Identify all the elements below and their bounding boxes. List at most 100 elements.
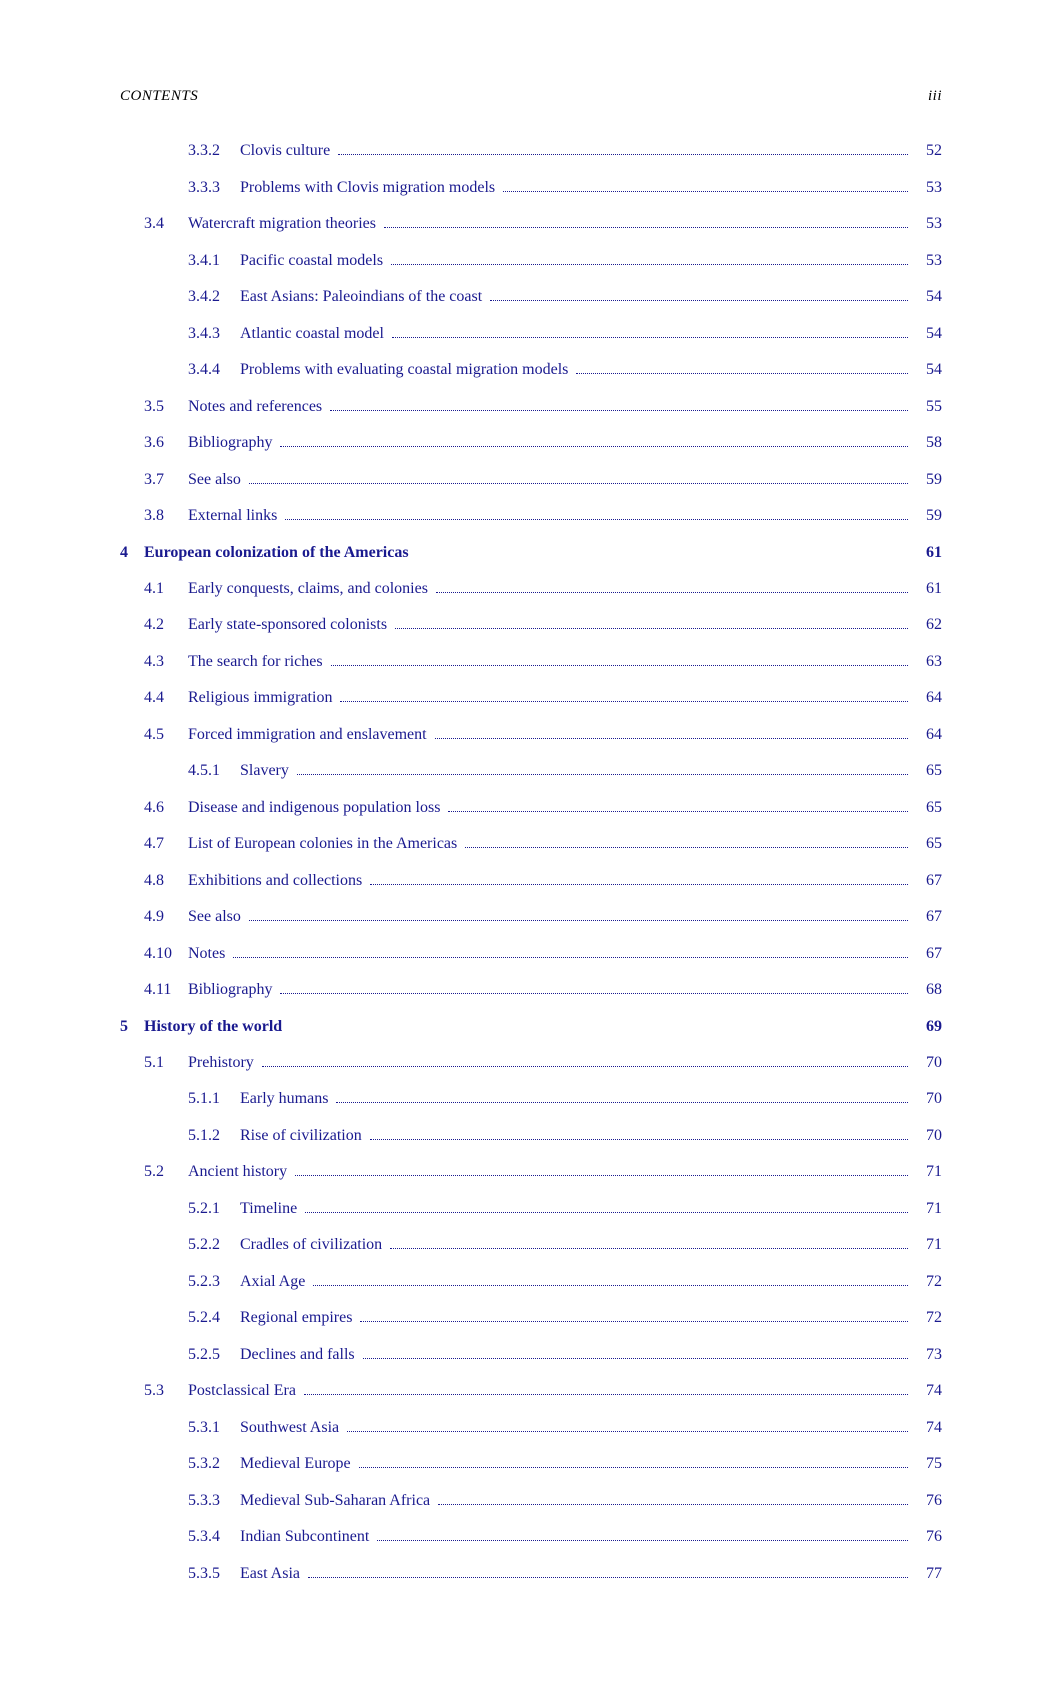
toc-leader-dots (249, 483, 908, 484)
toc-leader-dots (280, 993, 908, 994)
toc-entry[interactable]: 3.4.4Problems with evaluating coastal mi… (120, 362, 942, 378)
toc-entry[interactable]: 5.2.3Axial Age72 (120, 1274, 942, 1290)
page-number: 54 (914, 362, 942, 378)
section-number: 5.3 (144, 1383, 188, 1399)
page-number: 64 (914, 727, 942, 743)
toc-entry[interactable]: 3.6Bibliography58 (120, 435, 942, 451)
section-number: 4.7 (144, 836, 188, 852)
toc-entry[interactable]: 4.11Bibliography68 (120, 982, 942, 998)
toc-entry[interactable]: 3.7See also59 (120, 472, 942, 488)
toc-leader-dots (340, 701, 908, 702)
toc-entry[interactable]: 4.8Exhibitions and collections67 (120, 873, 942, 889)
section-number: 4.1 (144, 581, 188, 597)
page-number: 77 (914, 1566, 942, 1582)
toc-entry[interactable]: 5.2.2Cradles of civilization71 (120, 1237, 942, 1253)
toc-entry[interactable]: 5.1.1Early humans70 (120, 1091, 942, 1107)
section-number: 4.5 (144, 727, 188, 743)
toc-entry[interactable]: 5History of the world69 (120, 1019, 942, 1035)
page-number: 53 (914, 180, 942, 196)
toc-entry[interactable]: 4.1Early conquests, claims, and colonies… (120, 581, 942, 597)
toc-entry[interactable]: 5.3.1Southwest Asia74 (120, 1420, 942, 1436)
toc-title: Declines and falls (240, 1347, 355, 1363)
toc-entry[interactable]: 5.3.2Medieval Europe 75 (120, 1456, 942, 1472)
toc-entry[interactable]: 4European colonization of the Americas61 (120, 545, 942, 561)
page-number: 71 (914, 1164, 942, 1180)
toc-title: The search for riches (188, 654, 323, 670)
toc-leader-dots (330, 410, 908, 411)
toc-leader-dots (359, 1467, 908, 1468)
page-number: 55 (914, 399, 942, 415)
page-number: 64 (914, 690, 942, 706)
section-number: 4.3 (144, 654, 188, 670)
toc-entry[interactable]: 3.5Notes and references55 (120, 399, 942, 415)
page-number: 61 (914, 545, 942, 561)
section-number: 4.9 (144, 909, 188, 925)
toc-entry[interactable]: 3.4Watercraft migration theories53 (120, 216, 942, 232)
toc-title: Atlantic coastal model (240, 326, 384, 342)
subsection-number: 3.3.3 (188, 180, 240, 196)
toc-leader-dots (363, 1358, 908, 1359)
table-of-contents: 3.3.2Clovis culture52 3.3.3Problems with … (120, 143, 942, 1582)
subsection-number: 5.3.5 (188, 1566, 240, 1582)
page-number: 74 (914, 1420, 942, 1436)
chapter-number: 5 (120, 1019, 144, 1035)
toc-entry[interactable]: 4.5.1Slavery65 (120, 763, 942, 779)
toc-entry[interactable]: 4.10Notes67 (120, 946, 942, 962)
toc-title: See also (188, 909, 241, 925)
toc-title: Notes (188, 946, 225, 962)
toc-entry[interactable]: 4.5Forced immigration and enslavement64 (120, 727, 942, 743)
toc-entry[interactable]: 3.3.3Problems with Clovis migration mode… (120, 180, 942, 196)
toc-entry[interactable]: 4.3The search for riches63 (120, 654, 942, 670)
page-number: 67 (914, 873, 942, 889)
toc-entry[interactable]: 3.4.2East Asians: Paleoindians of the co… (120, 289, 942, 305)
toc-entry[interactable]: 5.3.5East Asia77 (120, 1566, 942, 1582)
toc-title: Medieval Europe (240, 1456, 351, 1472)
toc-leader-dots (392, 337, 908, 338)
toc-title: Bibliography (188, 435, 272, 451)
toc-entry[interactable]: 5.3Postclassical Era74 (120, 1383, 942, 1399)
toc-entry[interactable]: 5.2.4Regional empires72 (120, 1310, 942, 1326)
toc-entry[interactable]: 5.3.4Indian Subcontinent76 (120, 1529, 942, 1545)
toc-entry[interactable]: 3.4.3Atlantic coastal model54 (120, 326, 942, 342)
subsection-number: 5.3.4 (188, 1529, 240, 1545)
page-number: 65 (914, 800, 942, 816)
toc-entry[interactable]: 5.1Prehistory70 (120, 1055, 942, 1071)
toc-leader-dots (448, 811, 908, 812)
toc-title: Problems with Clovis migration models (240, 180, 495, 196)
page-number: 75 (914, 1456, 942, 1472)
toc-entry[interactable]: 4.2Early state-sponsored colonists62 (120, 617, 942, 633)
toc-entry[interactable]: 4.9See also67 (120, 909, 942, 925)
toc-title: East Asians: Paleoindians of the coast (240, 289, 482, 305)
toc-title: Ancient history (188, 1164, 287, 1180)
toc-leader-dots (390, 1248, 908, 1249)
toc-entry[interactable]: 4.4Religious immigration64 (120, 690, 942, 706)
page-number: 72 (914, 1274, 942, 1290)
toc-entry[interactable]: 4.6Disease and indigenous population los… (120, 800, 942, 816)
chapter-title: European colonization of the Americas (144, 545, 409, 561)
toc-entry[interactable]: 3.4.1Pacific coastal models53 (120, 253, 942, 269)
toc-entry[interactable]: 4.7List of European colonies in the Amer… (120, 836, 942, 852)
toc-title: Bibliography (188, 982, 272, 998)
toc-entry[interactable]: 3.3.2Clovis culture52 (120, 143, 942, 159)
toc-leader-dots (347, 1431, 908, 1432)
toc-entry[interactable]: 5.2.1Timeline71 (120, 1201, 942, 1217)
subsection-number: 5.3.1 (188, 1420, 240, 1436)
toc-entry[interactable]: 5.3.3Medieval Sub-Saharan Africa76 (120, 1493, 942, 1509)
toc-leader-dots (295, 1175, 908, 1176)
toc-title: Pacific coastal models (240, 253, 383, 269)
toc-entry[interactable]: 3.8External links59 (120, 508, 942, 524)
toc-title: Watercraft migration theories (188, 216, 376, 232)
toc-leader-dots (285, 519, 908, 520)
toc-entry[interactable]: 5.2Ancient history71 (120, 1164, 942, 1180)
toc-leader-dots (305, 1212, 908, 1213)
page-number: 53 (914, 216, 942, 232)
toc-entry[interactable]: 5.1.2Rise of civilization70 (120, 1128, 942, 1144)
toc-leader-dots (435, 738, 908, 739)
page-number: 74 (914, 1383, 942, 1399)
toc-entry[interactable]: 5.2.5Declines and falls73 (120, 1347, 942, 1363)
subsection-number: 5.3.2 (188, 1456, 240, 1472)
toc-leader-dots (360, 1321, 908, 1322)
toc-title: Disease and indigenous population loss (188, 800, 440, 816)
toc-leader-dots (297, 774, 908, 775)
toc-leader-dots (490, 300, 908, 301)
